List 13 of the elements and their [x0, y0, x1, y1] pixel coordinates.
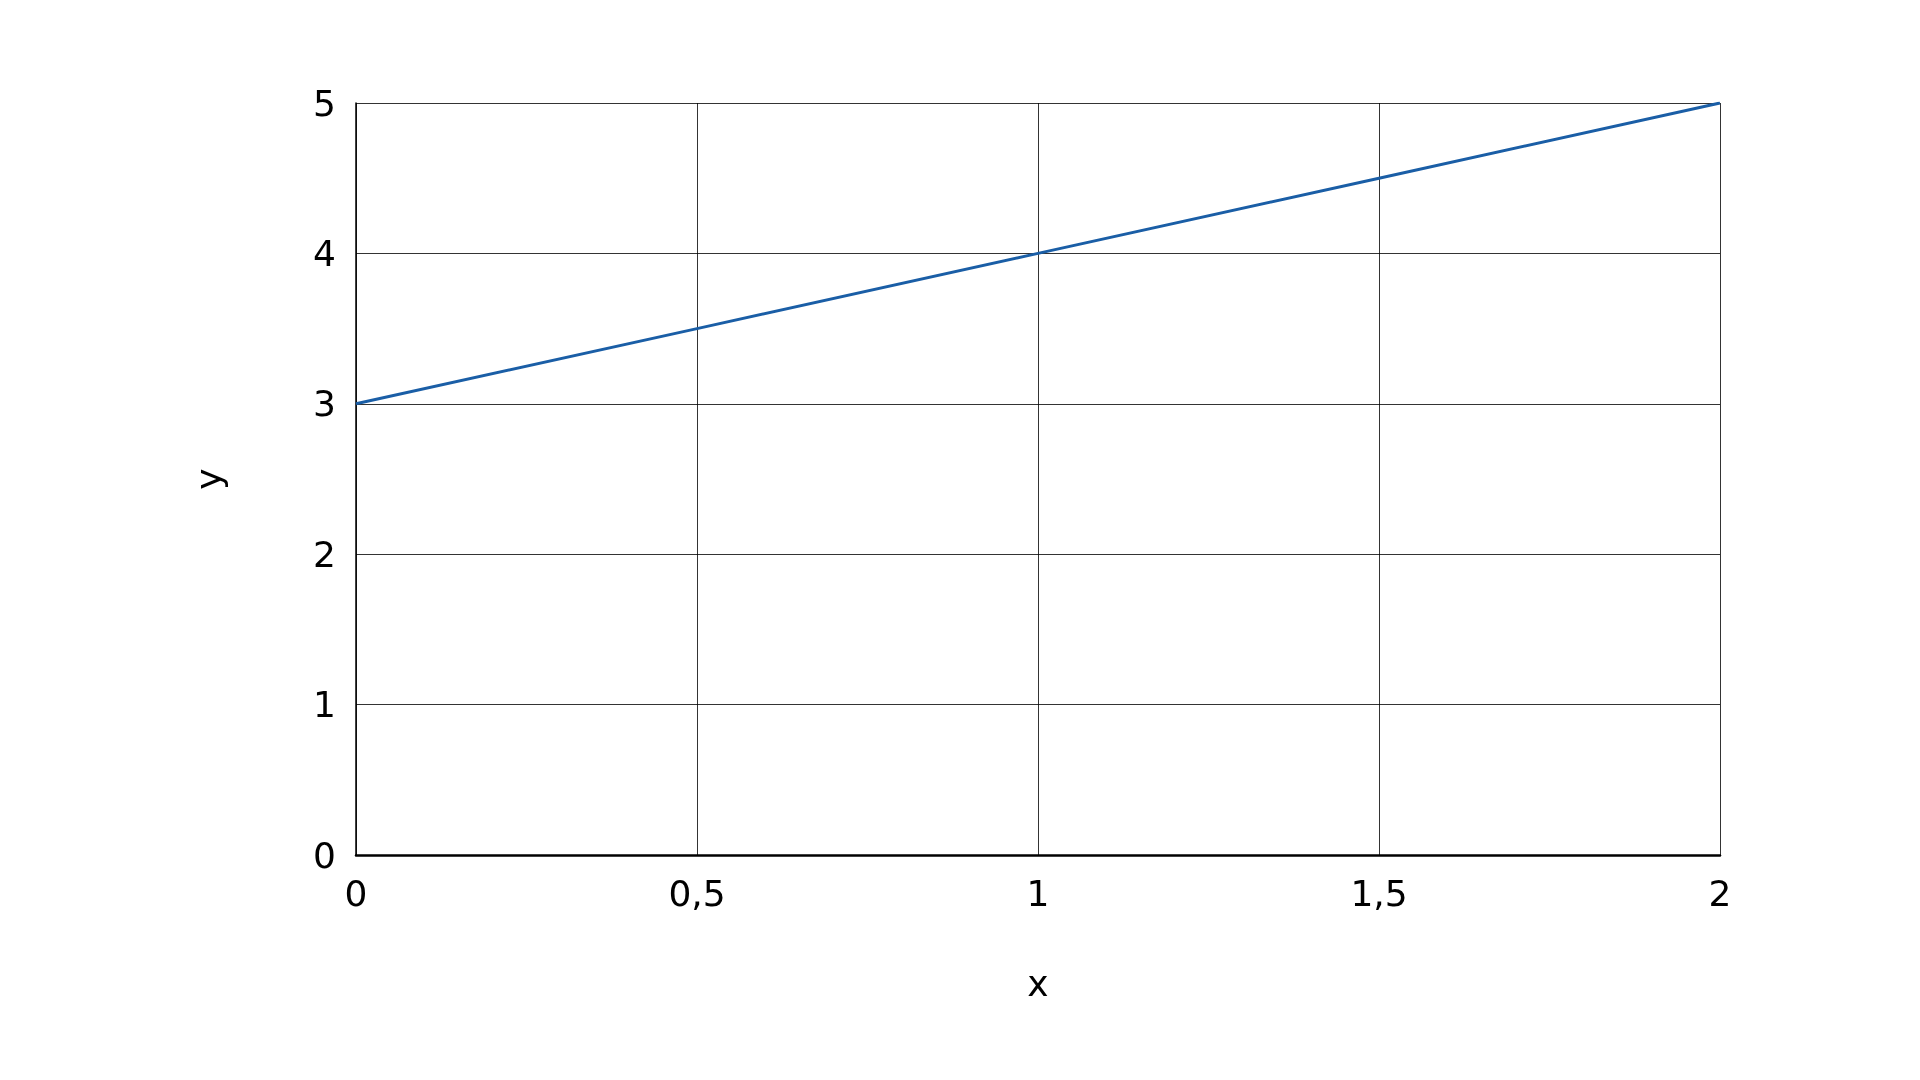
- x-tick-label: 1,5: [1350, 872, 1408, 914]
- y-tick-label: 2: [313, 533, 336, 575]
- x-tick-label: 1: [1026, 872, 1050, 914]
- x-tick-label: 2: [1708, 872, 1732, 914]
- y-tick-label: 0: [313, 834, 336, 876]
- x-axis-title: x: [1027, 962, 1049, 1004]
- x-tick-label: 0,5: [668, 872, 726, 914]
- y-axis-title: y: [187, 468, 229, 490]
- y-tick-label: 3: [313, 383, 336, 425]
- y-tick-label: 5: [313, 82, 336, 124]
- y-tick-label: 4: [313, 232, 336, 274]
- y-tick-label: 1: [313, 684, 336, 726]
- x-tick-label: 0: [344, 872, 368, 914]
